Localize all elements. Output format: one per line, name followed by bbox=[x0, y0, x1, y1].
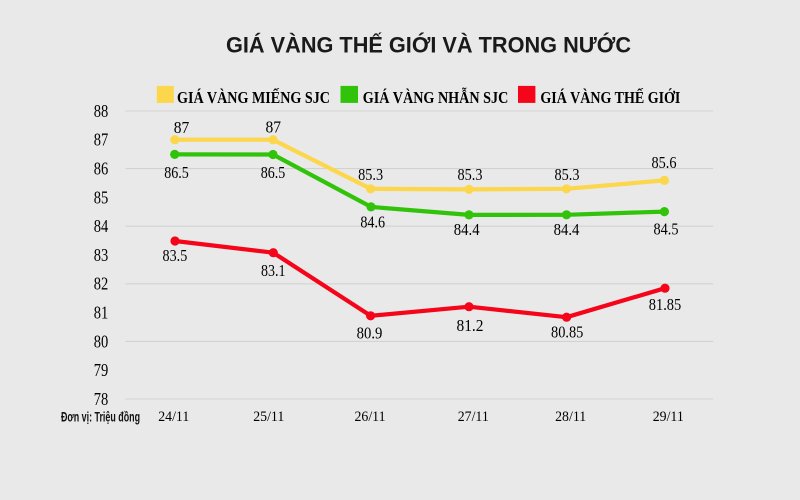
svg-text:83: 83 bbox=[94, 245, 109, 265]
svg-text:78: 78 bbox=[94, 389, 109, 409]
svg-text:87: 87 bbox=[94, 130, 109, 150]
svg-text:GIÁ VÀNG NHẪN SJC: GIÁ VÀNG NHẪN SJC bbox=[363, 88, 509, 107]
svg-text:85.3: 85.3 bbox=[555, 165, 580, 184]
svg-text:84.4: 84.4 bbox=[454, 220, 480, 239]
svg-text:86.5: 86.5 bbox=[261, 163, 286, 182]
svg-text:83.1: 83.1 bbox=[261, 261, 286, 280]
svg-text:25/11: 25/11 bbox=[253, 409, 284, 425]
svg-text:85.3: 85.3 bbox=[358, 165, 383, 184]
svg-text:27/11: 27/11 bbox=[458, 409, 489, 425]
svg-text:88: 88 bbox=[94, 101, 109, 121]
svg-text:81: 81 bbox=[94, 303, 109, 323]
svg-text:83.5: 83.5 bbox=[163, 246, 188, 265]
svg-text:80.9: 80.9 bbox=[357, 324, 383, 343]
svg-text:GIÁ VÀNG THẾ GIỚI VÀ TRONG NƯỚ: GIÁ VÀNG THẾ GIỚI VÀ TRONG NƯỚC bbox=[226, 33, 631, 58]
svg-text:84: 84 bbox=[94, 216, 109, 236]
svg-text:85.6: 85.6 bbox=[652, 153, 677, 172]
svg-text:82: 82 bbox=[94, 274, 109, 294]
svg-text:84.4: 84.4 bbox=[554, 220, 580, 239]
svg-text:84.5: 84.5 bbox=[654, 220, 679, 239]
svg-text:24/11: 24/11 bbox=[158, 409, 189, 425]
svg-text:85: 85 bbox=[94, 187, 109, 207]
svg-text:GIÁ VÀNG THẾ GIỚI: GIÁ VÀNG THẾ GIỚI bbox=[540, 88, 680, 107]
svg-text:81.85: 81.85 bbox=[649, 295, 682, 314]
svg-text:Đơn vị: Triệu đồng: Đơn vị: Triệu đồng bbox=[61, 409, 140, 424]
svg-text:85.3: 85.3 bbox=[458, 165, 483, 184]
svg-text:79: 79 bbox=[94, 360, 109, 380]
svg-text:86: 86 bbox=[94, 159, 109, 179]
svg-text:29/11: 29/11 bbox=[653, 409, 684, 425]
svg-text:84.6: 84.6 bbox=[360, 213, 385, 232]
svg-text:87: 87 bbox=[174, 118, 190, 137]
svg-text:80: 80 bbox=[94, 331, 109, 351]
svg-text:28/11: 28/11 bbox=[555, 409, 586, 425]
svg-text:GIÁ VÀNG MIẾNG SJC: GIÁ VÀNG MIẾNG SJC bbox=[177, 88, 330, 107]
svg-text:81.2: 81.2 bbox=[457, 316, 484, 335]
svg-text:26/11: 26/11 bbox=[355, 409, 386, 425]
svg-text:87: 87 bbox=[266, 118, 282, 137]
svg-text:86.5: 86.5 bbox=[164, 163, 189, 182]
svg-text:80.85: 80.85 bbox=[551, 323, 583, 342]
